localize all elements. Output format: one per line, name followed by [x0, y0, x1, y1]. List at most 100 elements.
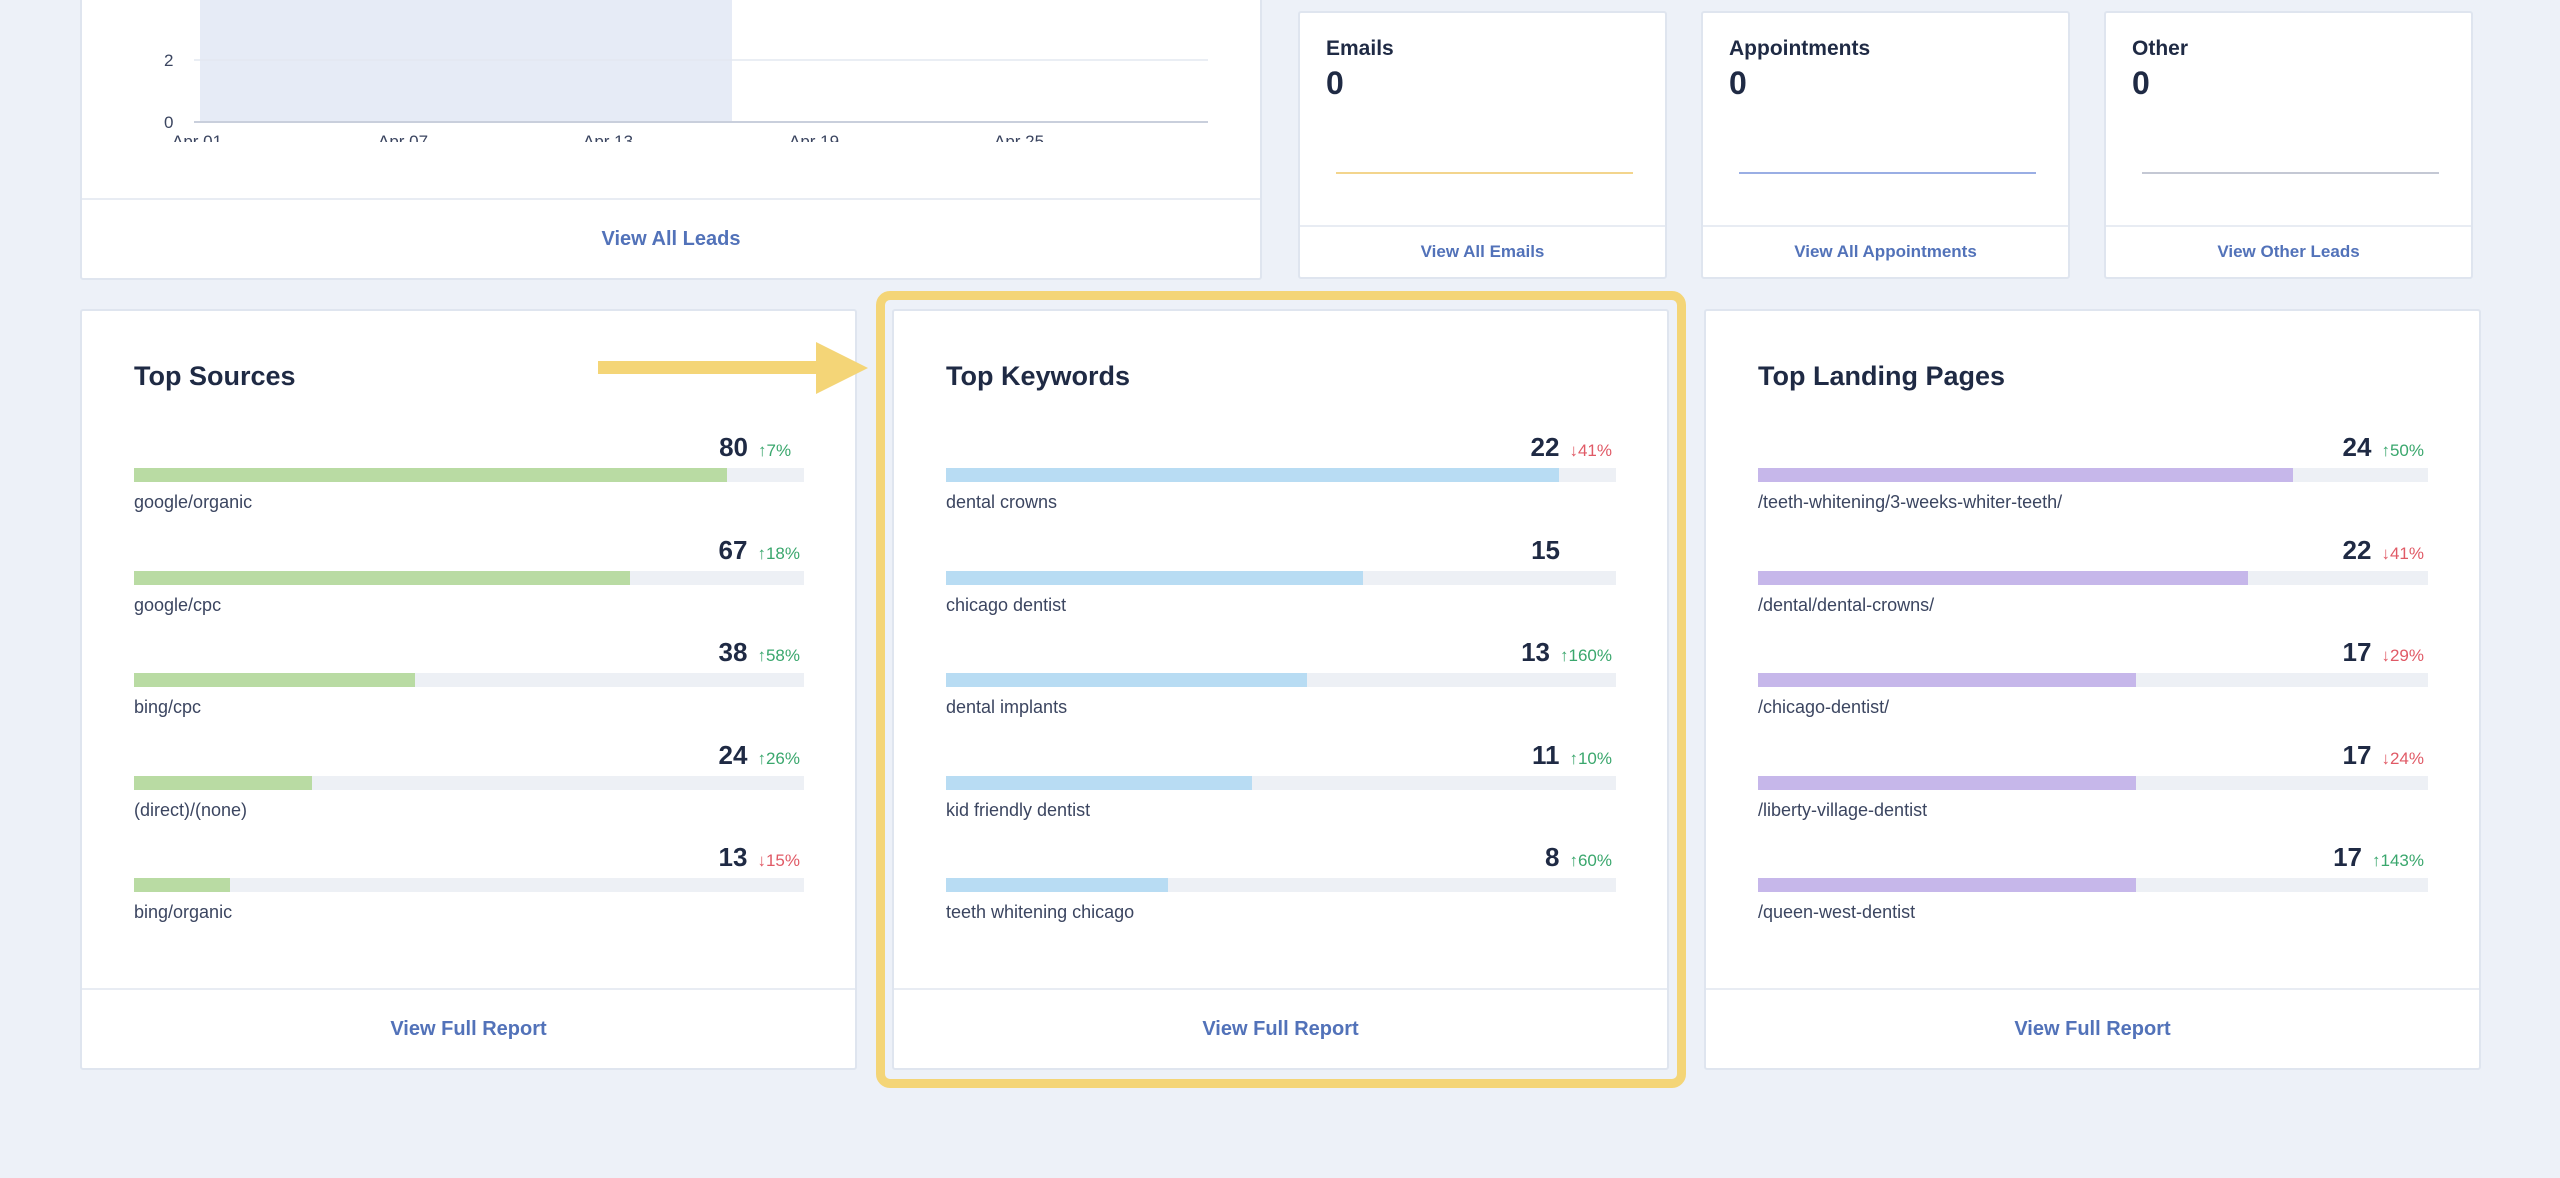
list-item: 8 ↑60% teeth whitening chicago [946, 842, 1616, 932]
change-badge: ↑160% [1560, 646, 1612, 665]
list-item: 17 ↑143% /queen-west-dentist [1758, 842, 2428, 932]
bar-track [134, 468, 804, 482]
list-item: 80 ↑7% google/organic [134, 432, 804, 522]
other-stat-card: Other 0 View Other Leads [2104, 11, 2473, 279]
list-item: 24 ↑50% /teeth-whitening/3-weeks-whiter-te… [1758, 432, 2428, 522]
stat-title: Other [2132, 37, 2189, 60]
card-footer: View Full Report [82, 988, 855, 1068]
arrow-right-icon [598, 342, 868, 394]
bar-fill [1758, 775, 2136, 790]
row-value: 13 [718, 842, 748, 872]
view-full-report-link[interactable]: View Full Report [390, 1017, 547, 1040]
row-label: /chicago-dentist/ [1758, 697, 1890, 717]
row-label: kid friendly dentist [946, 799, 1091, 820]
bar-fill [134, 775, 312, 790]
bar-fill [1758, 878, 2136, 892]
row-value: 38 [718, 637, 748, 667]
row-label: chicago dentist [946, 594, 1067, 615]
row-value: 24 [2342, 432, 2372, 462]
row-header: 8 ↑60% [1545, 842, 1616, 874]
row-label: dental implants [946, 697, 1068, 717]
card-footer: View Full Report [1706, 988, 2479, 1068]
change-badge: ↑18% [757, 543, 800, 563]
row-value: 22 [1530, 432, 1560, 462]
bar-fill [946, 878, 1169, 892]
bar-track [1758, 570, 2428, 585]
row-label: /queen-west-dentist [1758, 902, 1916, 922]
change-badge: ↓15% [757, 851, 800, 870]
row-header: 17 ↓29% [2343, 637, 2428, 669]
list-item: 17 ↓24% /liberty-village-dentist [1758, 740, 2428, 830]
change-badge: ↑60% [1569, 851, 1612, 870]
bar-fill [134, 673, 416, 687]
bar-track [946, 468, 1616, 482]
row-label: teeth whitening chicago [946, 902, 1135, 922]
bar-track [946, 673, 1616, 687]
stat-card-footer: View Other Leads [2106, 225, 2471, 277]
row-value: 80 [719, 432, 748, 462]
leads-chart-area [200, 0, 732, 122]
view-all-appointments-link[interactable]: View All Appointments [1794, 242, 1977, 261]
bar-track [946, 775, 1616, 790]
row-value: 13 [1521, 637, 1551, 667]
row-header: 11 ↑10% [1532, 740, 1616, 772]
list-item: 67 ↑18% google/cpc [134, 535, 804, 625]
bar-fill [134, 570, 630, 585]
bar-track [946, 878, 1616, 892]
change-badge: ↑7% [758, 441, 792, 460]
bar-track [1758, 468, 2428, 482]
change-badge: ↓41% [1569, 441, 1612, 460]
row-label: google/organic [134, 492, 253, 512]
row-header: 38 ↑58% [719, 637, 804, 669]
row-label: /liberty-village-dentist [1758, 799, 1928, 820]
row-header: 67 ↑18% [719, 535, 804, 567]
bar-fill [946, 673, 1308, 687]
list-item: 15 chicago dentist [946, 535, 1616, 625]
view-full-report-link[interactable]: View Full Report [1202, 1017, 1359, 1040]
change-badge: ↑143% [2372, 851, 2424, 870]
row-header: 80 ↑7% [719, 432, 804, 464]
list-item: 13 ↑160% dental implants [946, 637, 1616, 727]
emails-stat-card: Emails 0 View All Emails [1298, 11, 1667, 279]
bar-fill [1758, 468, 2293, 482]
stat-value: 0 [1326, 65, 1344, 101]
stat-title: Appointments [1729, 37, 1871, 60]
bar-track [134, 775, 804, 790]
change-badge: ↑10% [1569, 748, 1612, 768]
stat-card-footer: View All Emails [1300, 225, 1665, 277]
row-value: 67 [718, 534, 748, 565]
row-label: dental crowns [946, 492, 1058, 512]
row-value: 15 [1531, 534, 1560, 565]
bar-track [1758, 878, 2428, 892]
y-tick-label: 0 [164, 113, 173, 132]
row-value: 17 [2333, 842, 2363, 872]
row-label: /dental/dental-crowns/ [1758, 594, 1935, 615]
other-sparkline [2142, 172, 2439, 174]
card-footer: View Full Report [894, 988, 1667, 1068]
list-item: 24 ↑26% (direct)/(none) [134, 740, 804, 830]
card-title: Top Landing Pages [1758, 361, 2006, 391]
row-header: 22 ↓41% [2343, 535, 2428, 567]
view-other-leads-link[interactable]: View Other Leads [2217, 242, 2360, 261]
row-header: 13 ↑160% [1521, 637, 1616, 669]
view-all-leads-link[interactable]: View All Leads [601, 227, 741, 250]
bar-fill [946, 570, 1363, 585]
bar-track [134, 570, 804, 585]
stat-value: 0 [2132, 65, 2150, 101]
list-item: 22 ↓41% dental crowns [946, 432, 1616, 522]
list-item: 11 ↑10% kid friendly dentist [946, 740, 1616, 830]
stat-value: 0 [1729, 65, 1747, 101]
view-full-report-link[interactable]: View Full Report [2014, 1017, 2171, 1040]
x-tick-label: Apr 25 [994, 132, 1044, 142]
x-tick-label: Apr 01 [172, 132, 222, 142]
row-value: 17 [2342, 637, 2372, 667]
bar-track [134, 878, 804, 892]
row-header: 22 ↓41% [1531, 432, 1616, 464]
row-label: bing/cpc [134, 697, 202, 717]
change-badge: ↑58% [757, 646, 800, 665]
view-all-emails-link[interactable]: View All Emails [1420, 242, 1545, 261]
list-item: 17 ↓29% /chicago-dentist/ [1758, 637, 2428, 727]
stat-title: Emails [1326, 37, 1394, 60]
card-title: Top Keywords [946, 361, 1131, 391]
top-sources-card: Top Sources 80 ↑7% google/organic 67 ↑18% goo… [80, 309, 857, 1070]
